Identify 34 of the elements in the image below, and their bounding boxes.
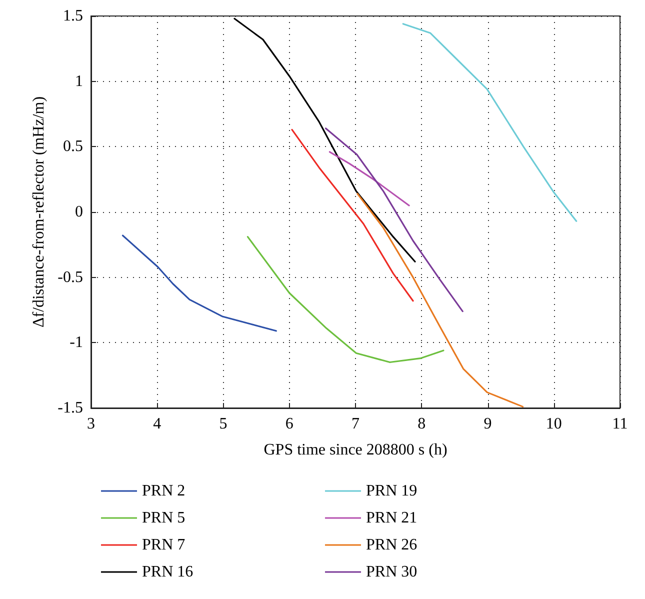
line-series xyxy=(122,234,277,332)
x-tick-label: 8 xyxy=(418,416,426,432)
y-tick-label: -1.5 xyxy=(58,400,83,416)
y-tick-label: 0.5 xyxy=(63,138,83,156)
x-tick-label: 7 xyxy=(352,416,360,432)
legend-label: PRN 7 xyxy=(142,536,186,554)
legend-label: PRN 26 xyxy=(366,536,418,554)
y-tick-label: 1 xyxy=(75,72,83,90)
legend-label: PRN 19 xyxy=(366,482,418,500)
line-series xyxy=(356,192,524,408)
line-series xyxy=(324,128,464,312)
legend-label: PRN 2 xyxy=(142,482,186,500)
legend-label: PRN 16 xyxy=(142,564,194,580)
line-series xyxy=(328,151,410,206)
y-tick-label: -1 xyxy=(70,334,83,352)
legend-label: PRN 21 xyxy=(366,510,418,526)
line-series xyxy=(234,18,416,262)
y-tick-label: -0.5 xyxy=(58,268,83,286)
x-tick-label: 11 xyxy=(612,416,628,432)
y-tick-label: 1.5 xyxy=(63,8,83,24)
line-series xyxy=(291,128,414,302)
legend-label: PRN 5 xyxy=(142,510,186,526)
line-series xyxy=(246,236,444,364)
x-tick-label: 6 xyxy=(285,416,294,432)
x-tick-label: 10 xyxy=(546,416,562,432)
x-tick-label: 9 xyxy=(484,416,492,432)
legend-label: PRN 30 xyxy=(366,564,418,580)
x-axis-title: GPS time since 208800 s (h) xyxy=(264,442,448,458)
x-tick-label: 5 xyxy=(219,416,228,432)
line-series xyxy=(402,23,578,222)
x-tick-label: 3 xyxy=(87,416,95,432)
y-axis-title: Δf/distance-from-reflector (mHz/m) xyxy=(30,96,48,328)
x-tick-label: 4 xyxy=(153,416,162,432)
y-tick-label: 0 xyxy=(75,204,83,220)
